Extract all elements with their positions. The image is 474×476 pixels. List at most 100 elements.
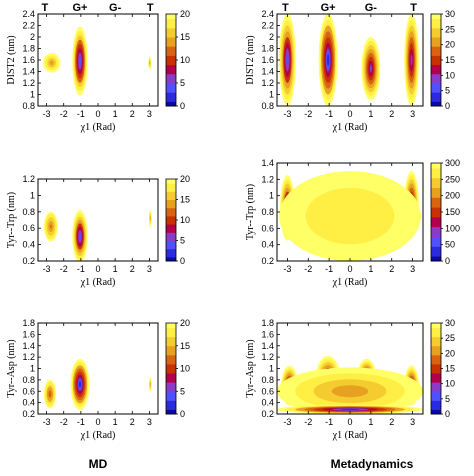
colorbar-segment [431,78,441,82]
x-tick-label: 3 [147,109,152,119]
colorbar-segment [166,357,176,360]
colorbar-tick-label: 20 [445,348,455,358]
colorbar-segment [431,62,441,66]
colorbar-segment [166,66,176,70]
colorbar-segment [431,94,441,98]
colorbar-segment [166,71,176,75]
heatmap-regions [279,14,419,106]
colorbar-segment [166,179,176,182]
y-axis-label: Tyr--Trp (nm) [6,192,17,248]
colorbar-segment [431,202,441,206]
colorbar-segment [431,398,441,401]
state-label-T: T [282,2,289,14]
colorbar-segment [166,48,176,52]
x-tick-label: 0 [347,264,352,274]
colorbar-segment [166,187,176,190]
colorbar-segment [166,62,176,66]
panel-meta-tyr-asp: -3 -2 -1 0 1 2 30.20.40.60.811.21.41.61.8χ1 (R… [245,318,455,441]
density-region-1 [49,392,51,396]
colorbar-segment [431,323,441,326]
colorbar-segment [431,103,441,107]
colorbar-segment [166,348,176,351]
colorbar-segment [166,205,176,209]
panel-md-dist2: -3 -2 -1 0 1 2 30.811.21.41.61.822.22.4χ1 (Rad… [6,2,190,133]
colorbar-tick-label: 200 [445,191,460,201]
colorbar-segment [166,69,176,72]
colorbar-segment [431,187,441,191]
colorbar-segment [166,189,176,192]
colorbar-segment [166,379,176,383]
colorbar-segment [431,71,441,75]
colorbar-segment [166,246,176,250]
colorbar-segment [431,388,441,392]
colorbar-segment [166,402,176,406]
colorbar-segment [431,336,441,340]
colorbar-segment [166,80,176,84]
colorbar-segment [166,373,176,376]
colorbar-segment [431,66,441,70]
y-tick-label: 1 [30,364,35,374]
x-tick-label: -1 [77,109,85,119]
colorbar-segment [166,27,176,31]
colorbar-segment [166,404,176,408]
colorbar-segment [166,350,176,354]
colorbar-segment [166,248,176,252]
y-tick-label: 1.8 [22,44,35,54]
colorbar-tick-label: 5 [445,394,450,404]
colorbar-segment [431,234,441,237]
colorbar-segment [166,377,176,381]
colorbar-segment [166,368,176,372]
x-tick-label: 1 [368,417,373,427]
colorbar-segment [166,338,176,342]
density-region-0 [78,381,82,388]
y-tick-label: 1.6 [261,329,274,339]
colorbar-segment [431,167,441,171]
y-tick-label: 2 [30,32,35,42]
colorbar-segment [431,76,441,79]
colorbar-segment [166,395,176,399]
x-tick-label: -2 [60,417,68,427]
y-tick-label: 1.4 [261,67,274,77]
y-tick-label: 2 [269,32,274,42]
colorbar-segment [431,246,441,250]
colorbar-segment [166,193,176,196]
y-tick-label: 2.2 [22,21,35,31]
colorbar-segment [431,216,441,220]
plot-area [38,323,158,414]
colorbar-segment [166,343,176,347]
colorbar-segment [431,170,441,174]
colorbar-segment [166,85,176,89]
colorbar-segment [431,172,441,176]
colorbar-segment [166,37,176,40]
y-tick-label: 1 [269,364,274,374]
density-region-5 [340,408,360,411]
colorbar-segment [431,338,441,342]
x-tick-label: 2 [130,264,135,274]
y-tick-label: 0.4 [22,240,35,250]
colorbar-segment [431,64,441,68]
colorbar-segment [166,195,176,198]
colorbar-segment [431,50,441,54]
colorbar-segment [431,85,441,89]
colorbar-segment [431,185,441,188]
colorbar-segment [431,359,441,363]
x-tick-label: -2 [304,109,312,119]
colorbar-segment [431,411,441,415]
colorbar-tick-label: 10 [180,55,190,65]
y-tick-label: 0.2 [22,409,35,419]
y-tick-label: 0.2 [261,256,274,266]
y-tick-label: 1.4 [261,341,274,351]
colorbar-segment [166,23,176,26]
y-tick-label: 0.8 [261,101,274,111]
colorbar-segment [431,350,441,354]
colorbar-segment [166,228,176,231]
plot-area [277,14,423,106]
colorbar-segment [166,92,176,95]
colorbar-segment [431,224,441,228]
colorbar-segment [166,87,176,91]
colorbar-segment [431,400,441,404]
colorbar-segment [166,211,176,215]
colorbar-segment [166,325,176,329]
colorbar-segment [166,41,176,45]
x-tick-label: 3 [147,264,152,274]
